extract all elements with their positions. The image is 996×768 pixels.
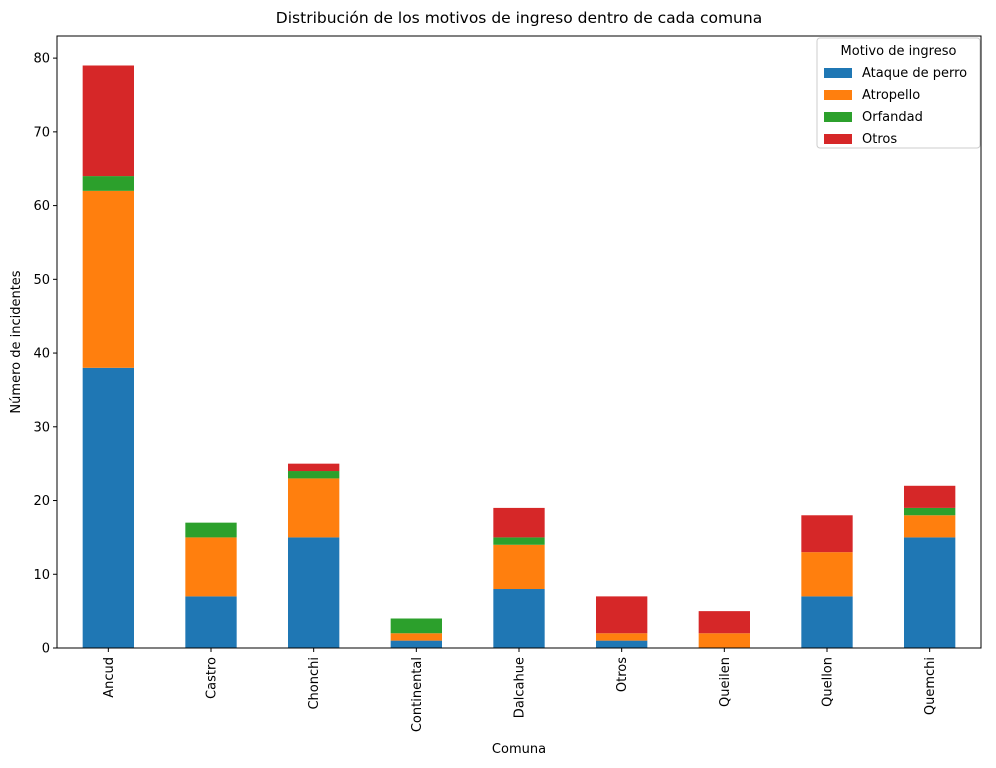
bar-quemchi-otros [904,485,956,508]
legend-label-otros: Otros [862,132,897,147]
legend-label-orfandad: Orfandad [862,110,923,125]
legend-box [816,37,981,149]
y-tick-label: 0 [42,642,50,657]
bar-quemchi-atropello [904,515,956,538]
legend-label-atropello: Atropello [862,88,920,103]
y-tick-label: 20 [33,494,50,509]
chart-title: Distribución de los motivos de ingreso d… [276,9,762,27]
bar-queilen-otros [698,611,750,634]
bar-dalcahue-otros [493,507,545,538]
y-tick-label: 80 [33,52,50,67]
y-tick-label: 60 [33,199,50,214]
bar-castro-orfandad [185,522,237,538]
bar-otros-otros [596,596,648,634]
x-tick-label-continental: Continental [410,657,425,732]
y-tick-label: 50 [33,273,50,288]
bar-chonchi-otros [288,463,340,472]
y-axis-label: Número de incidentes [9,270,24,413]
y-axis: 0 10 20 30 40 50 60 70 80 [33,52,57,657]
bar-ancud-orfandad [82,176,134,191]
legend-swatch-otros [824,134,852,144]
x-tick-label-quemchi: Quemchi [923,657,938,715]
bar-otros-atropello [596,633,648,641]
bar-dalcahue-ataque-de-perro [493,589,545,648]
bar-dalcahue-orfandad [493,537,545,545]
bar-castro-atropello [185,537,237,597]
x-tick-label-castro: Castro [205,657,220,699]
bar-otros-ataque-de-perro [596,640,648,648]
bar-continental-orfandad [390,618,442,634]
bar-dalcahue-atropello [493,544,545,590]
legend-swatch-ataque-de-perro [824,68,852,78]
x-axis: Ancud Castro Chonchi Continental Dalcahue Otr… [102,648,938,732]
y-tick-label: 70 [33,125,50,140]
legend-swatch-orfandad [824,112,852,122]
y-tick-label: 10 [33,568,50,583]
bar-quellon-ataque-de-perro [801,596,853,648]
legend-items: Ataque de perro Atropello Orfandad Otros [824,66,967,147]
bar-chonchi-ataque-de-perro [288,537,340,648]
x-tick-label-dalcahue: Dalcahue [513,657,528,718]
x-tick-label-otros: Otros [615,657,630,692]
bar-quemchi-ataque-de-perro [904,537,956,648]
plot-frame [56,35,982,649]
bar-ancud-otros [82,65,134,177]
x-tick-label-queilen: Queilen [718,657,733,707]
bar-ancud-atropello [82,190,134,368]
bars-group [82,65,956,648]
y-tick-label: 40 [33,347,50,362]
bar-continental-atropello [390,633,442,641]
bar-continental-ataque-de-perro [390,640,442,648]
bar-quellon-otros [801,515,853,553]
bar-castro-ataque-de-perro [185,596,237,648]
bar-quemchi-orfandad [904,507,956,516]
x-tick-label-ancud: Ancud [102,657,117,698]
y-tick-label: 30 [33,420,50,435]
bar-quellon-atropello [801,552,853,597]
bar-chonchi-atropello [288,478,340,538]
legend-title: Motivo de ingreso [841,44,957,59]
x-tick-label-chonchi: Chonchi [307,657,322,710]
x-axis-label: Comuna [492,742,546,757]
bar-queilen-atropello [698,633,750,648]
bar-ancud-ataque-de-perro [82,367,134,648]
bar-chonchi-orfandad [288,471,340,479]
legend-swatch-atropello [824,90,852,100]
legend: Motivo de ingreso Ataque de perro Atropel… [816,37,981,149]
x-tick-label-quellon: Quellon [821,657,836,707]
legend-label-ataque-de-perro: Ataque de perro [862,66,967,81]
